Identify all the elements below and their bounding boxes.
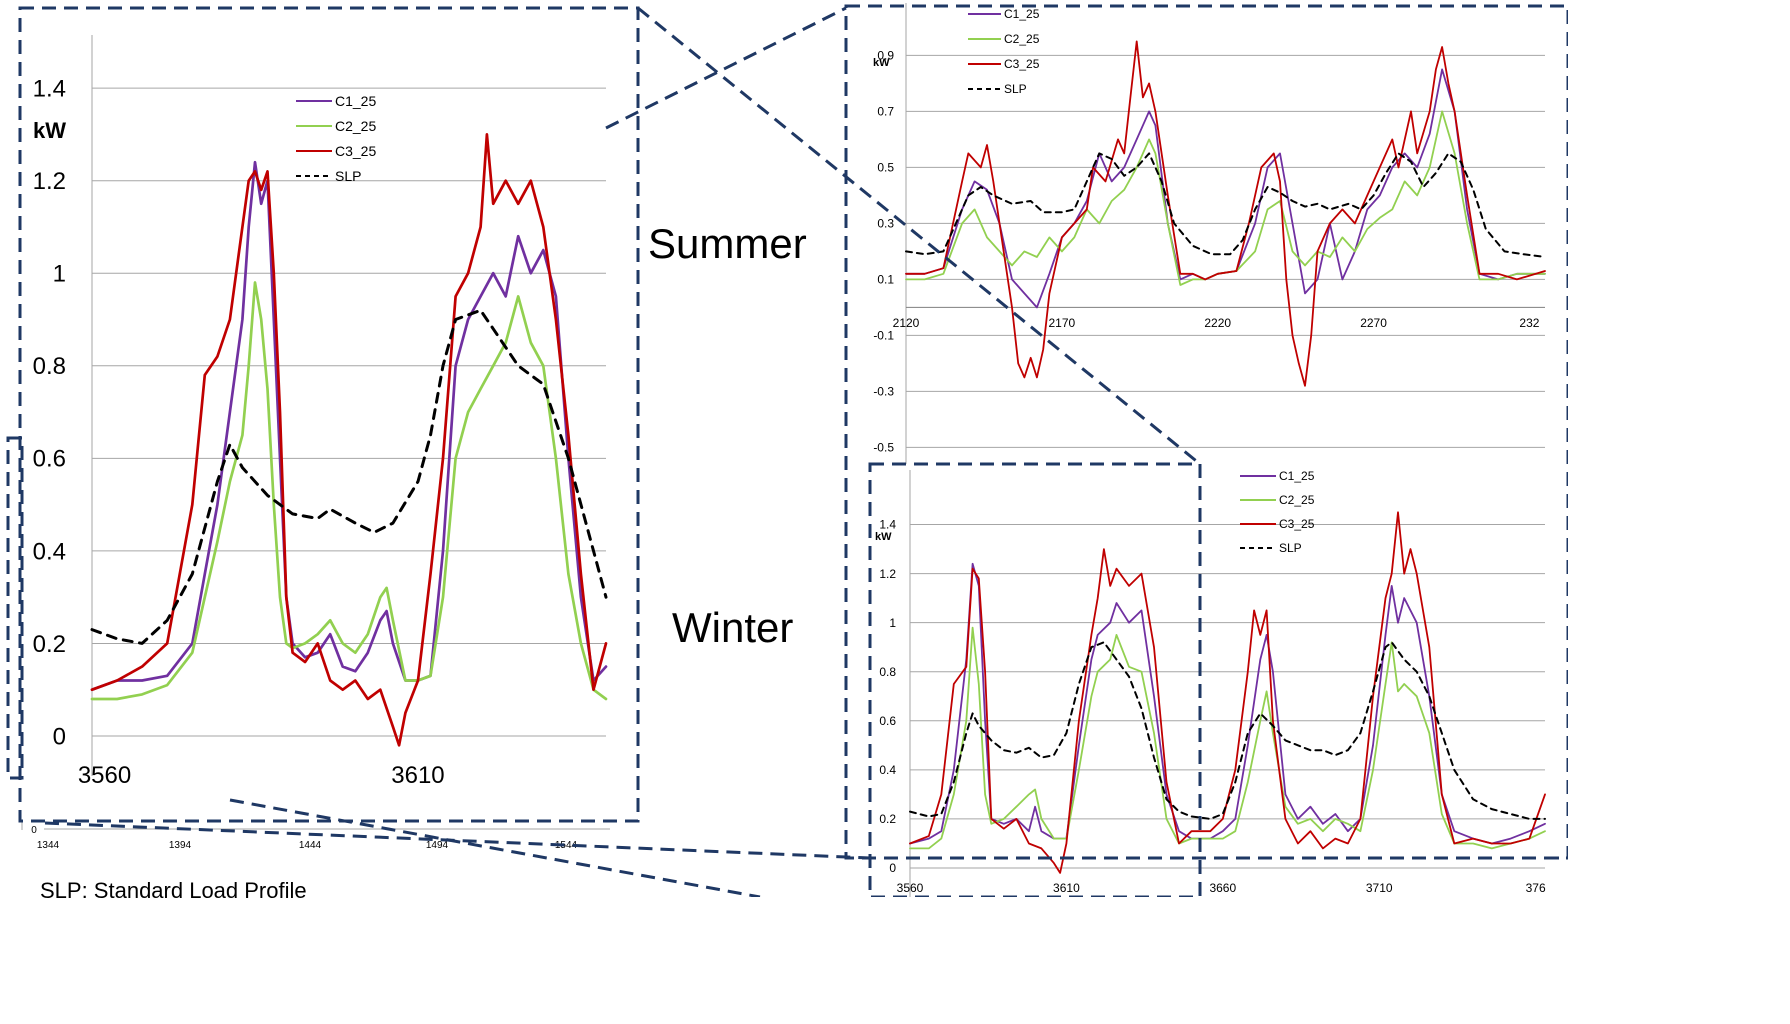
background-x-tick-label: 1544	[555, 840, 578, 851]
background-x-tick-label: 1344	[37, 840, 60, 851]
summer-y-tick-label: 0.3	[877, 217, 894, 231]
summer-legend-label: SLP	[1004, 82, 1027, 96]
winter-series-line-c3_25	[909, 511, 1546, 874]
zoom-chart: 0 0.2 0.4 0.6 0.8 1 1.2 1.4 3560 3610 kW C1_25 C2_25…	[20, 8, 638, 821]
zoom-frame	[18, 6, 640, 823]
connector-line	[637, 6, 1201, 466]
summer-x-tick-label: 2170	[1049, 316, 1076, 330]
winter-x-tick-label: 3660	[1209, 881, 1236, 895]
winter-y-tick-label: 0.6	[879, 714, 896, 728]
summer-x-tick-label: 2120	[893, 316, 920, 330]
summer-legend-label: C1_25	[1004, 7, 1040, 21]
zoom-panel-background	[20, 8, 638, 821]
winter-y-tick-label: 0	[889, 861, 896, 875]
summer-legend-label: C2_25	[1004, 32, 1040, 46]
winter-x-tick-label: 3710	[1366, 881, 1393, 895]
winter-legend-label: C1_25	[1279, 469, 1315, 483]
zoom-series-line-c1_25	[90, 160, 608, 692]
background-x-tick-label: 1494	[426, 840, 449, 851]
winter-y-tick-label: 0.8	[879, 665, 896, 679]
winter-y-tick-label: 1.2	[879, 567, 896, 581]
winter-x-tick-label: 3560	[897, 881, 924, 895]
background-x-tick-label: 1394	[169, 840, 192, 851]
winter-y-tick-label: 0.4	[879, 763, 896, 777]
zoom-series-line-c3_25	[90, 133, 608, 747]
zoom-legend-label: C1_25	[335, 93, 376, 109]
zoom-y-tick-label: 0	[53, 723, 66, 750]
winter-y-tick-label: 0.2	[879, 812, 896, 826]
connector-line	[229, 798, 761, 897]
zoom-y-tick-label: 0.2	[33, 631, 66, 658]
summer-y-tick-label: 0.7	[877, 105, 894, 119]
summer-y-tick-label: 0.1	[877, 273, 894, 287]
winter-series-line-slp	[909, 641, 1546, 820]
winter-y-tick-label: 1	[889, 616, 896, 630]
left-frame	[6, 436, 24, 780]
summer-legend-label: C3_25	[1004, 57, 1040, 71]
summer-frame	[844, 4, 1568, 860]
winter-frame	[868, 462, 1202, 897]
zoom-x-tick-label: 3560	[78, 762, 131, 789]
summer-axis-unit: kW	[873, 57, 890, 69]
background-y-tick-label: 0	[31, 825, 37, 836]
summer-y-tick-label: 0.5	[877, 161, 894, 175]
zoom-series-line-slp	[90, 308, 608, 645]
winter-panel-background	[870, 464, 1568, 897]
zoom-y-tick-label: 0.6	[33, 446, 66, 473]
summer-series-line-c3_25	[905, 40, 1546, 387]
winter-series-line-c2_25	[909, 626, 1546, 850]
winter-label: Winter	[672, 604, 794, 651]
winter-axis-unit: kW	[875, 531, 892, 543]
winter-x-tick-label: 3610	[1053, 881, 1080, 895]
connector-line	[605, 6, 847, 130]
summer-y-tick-label: -0.1	[873, 329, 894, 343]
zoom-axis-unit: kW	[33, 118, 66, 143]
zoom-y-tick-label: 0.8	[33, 353, 66, 380]
summer-x-tick-label: 2270	[1360, 316, 1387, 330]
summer-label: Summer	[648, 220, 807, 267]
figure-canvas: 1344 1394 1444 1494 1544 0 -0.5 -0.3 -0.1 0.1 0.3…	[6, 3, 1568, 897]
footnote: SLP: Standard Load Profile	[40, 878, 307, 903]
summer-series-line-slp	[905, 152, 1546, 258]
winter-x-tick-label: 376	[1526, 881, 1546, 895]
summer-x-tick-label: 232	[1519, 316, 1539, 330]
zoom-x-tick-label: 3610	[391, 762, 444, 789]
zoom-legend-label: C3_25	[335, 143, 376, 159]
zoom-y-tick-label: 1.2	[33, 168, 66, 195]
winter-chart: 0 0.2 0.4 0.6 0.8 1 1.2 1.4 3560 3610 3660 3710 376 k…	[870, 464, 1568, 897]
summer-x-tick-label: 2220	[1204, 316, 1231, 330]
background-x-tick-label: 1444	[299, 840, 322, 851]
winter-legend-label: SLP	[1279, 541, 1302, 555]
summer-chart: -0.5 -0.3 -0.1 0.1 0.3 0.5 0.7 0.9 2120 2170 2220 2…	[873, 3, 1546, 493]
winter-y-tick-label: 1.4	[879, 518, 896, 532]
summer-y-tick-label: -0.3	[873, 385, 894, 399]
zoom-y-tick-label: 0.4	[33, 538, 66, 565]
connector-line	[44, 821, 871, 860]
winter-legend-label: C2_25	[1279, 493, 1315, 507]
zoom-y-tick-label: 1	[53, 261, 66, 288]
zoom-legend-label: C2_25	[335, 118, 376, 134]
zoom-y-tick-label: 1.4	[33, 76, 66, 103]
zoom-legend-label: SLP	[335, 168, 361, 184]
summer-y-tick-label: -0.5	[873, 441, 894, 455]
zoom-series-line-c2_25	[90, 281, 608, 701]
zoom-frames	[6, 4, 1568, 897]
winter-legend-label: C3_25	[1279, 517, 1315, 531]
summer-y-tick-label: 0.9	[877, 49, 894, 63]
summer-series-line-c1_25	[905, 68, 1546, 309]
